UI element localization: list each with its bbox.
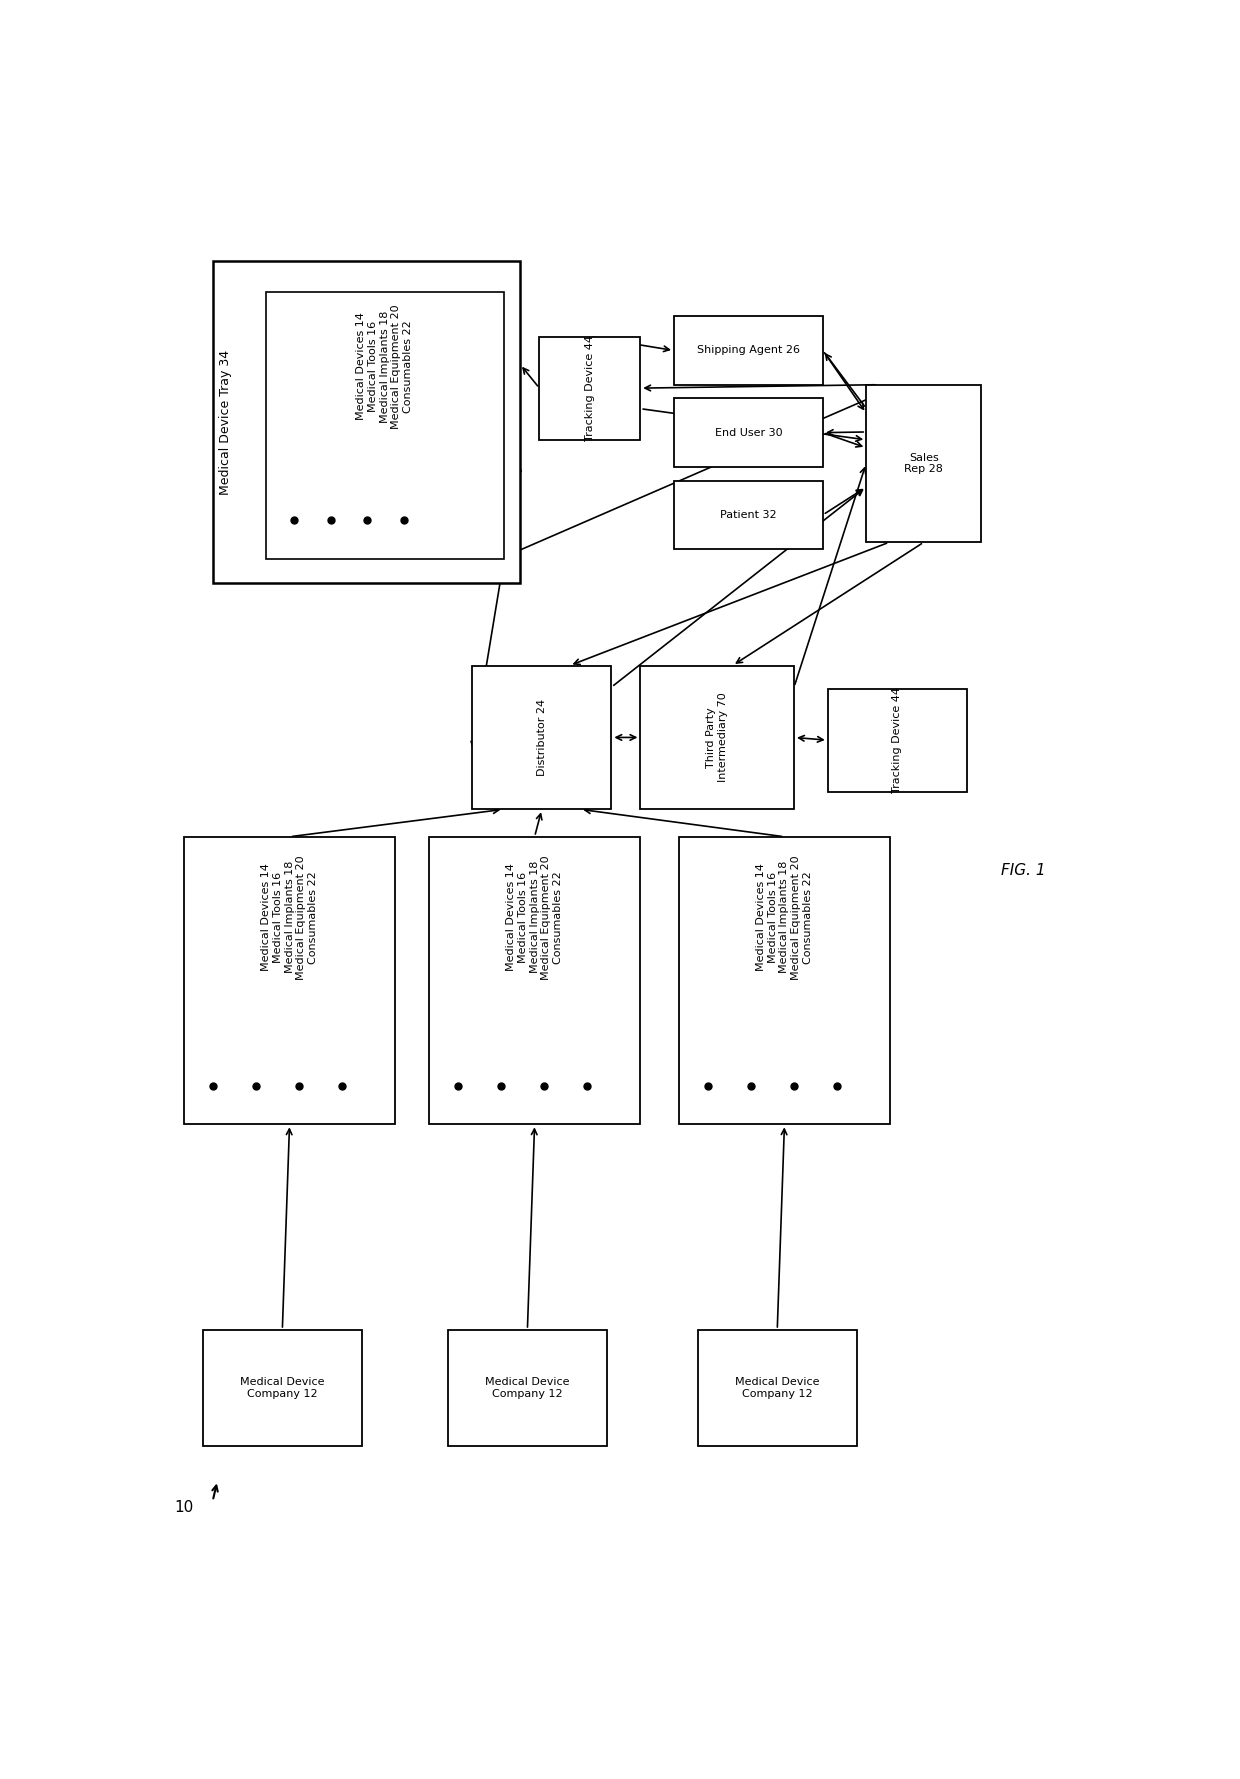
FancyBboxPatch shape [640, 665, 794, 809]
FancyBboxPatch shape [265, 292, 503, 559]
Text: FIG. 1: FIG. 1 [1001, 863, 1045, 879]
FancyBboxPatch shape [203, 1331, 362, 1446]
FancyBboxPatch shape [213, 262, 521, 584]
Text: Tracking Device 44: Tracking Device 44 [893, 687, 903, 793]
Text: Shipping Agent 26: Shipping Agent 26 [697, 345, 800, 356]
FancyBboxPatch shape [472, 665, 611, 809]
Text: End User 30: End User 30 [714, 427, 782, 438]
Text: Sales
Rep 28: Sales Rep 28 [904, 452, 944, 475]
Text: Medical Device
Company 12: Medical Device Company 12 [241, 1377, 325, 1398]
FancyBboxPatch shape [866, 384, 982, 543]
Text: Medical Devices 14
Medical Tools 16
Medical Implants 18
Medical Equipment 20
Con: Medical Devices 14 Medical Tools 16 Medi… [262, 856, 317, 980]
Text: Medical Devices 14
Medical Tools 16
Medical Implants 18
Medical Equipment 20
Con: Medical Devices 14 Medical Tools 16 Medi… [506, 856, 563, 980]
Text: Distributor 24: Distributor 24 [537, 699, 547, 776]
Text: Third Party
Intermediary 70: Third Party Intermediary 70 [707, 692, 728, 783]
FancyBboxPatch shape [698, 1331, 857, 1446]
FancyBboxPatch shape [828, 688, 967, 792]
FancyBboxPatch shape [675, 398, 823, 466]
Text: Tracking Device 44: Tracking Device 44 [585, 334, 595, 441]
FancyBboxPatch shape [429, 836, 640, 1124]
Text: Medical Device Tray 34: Medical Device Tray 34 [218, 350, 232, 495]
FancyBboxPatch shape [448, 1331, 606, 1446]
Text: Medical Device
Company 12: Medical Device Company 12 [735, 1377, 820, 1398]
FancyBboxPatch shape [675, 480, 823, 550]
FancyBboxPatch shape [678, 836, 890, 1124]
FancyBboxPatch shape [675, 317, 823, 384]
Text: Patient 32: Patient 32 [720, 511, 776, 519]
Text: Medical Devices 14
Medical Tools 16
Medical Implants 18
Medical Equipment 20
Con: Medical Devices 14 Medical Tools 16 Medi… [356, 304, 413, 429]
FancyBboxPatch shape [539, 336, 640, 439]
FancyBboxPatch shape [184, 836, 396, 1124]
Text: Medical Device
Company 12: Medical Device Company 12 [485, 1377, 569, 1398]
Text: 10: 10 [174, 1500, 193, 1516]
Text: Medical Devices 14
Medical Tools 16
Medical Implants 18
Medical Equipment 20
Con: Medical Devices 14 Medical Tools 16 Medi… [756, 856, 812, 980]
